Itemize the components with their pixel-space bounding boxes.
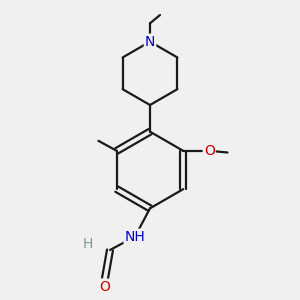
Text: NH: NH	[124, 230, 146, 244]
Text: N: N	[145, 35, 155, 49]
Text: H: H	[82, 237, 92, 251]
Text: O: O	[204, 144, 214, 158]
Text: O: O	[100, 280, 110, 294]
